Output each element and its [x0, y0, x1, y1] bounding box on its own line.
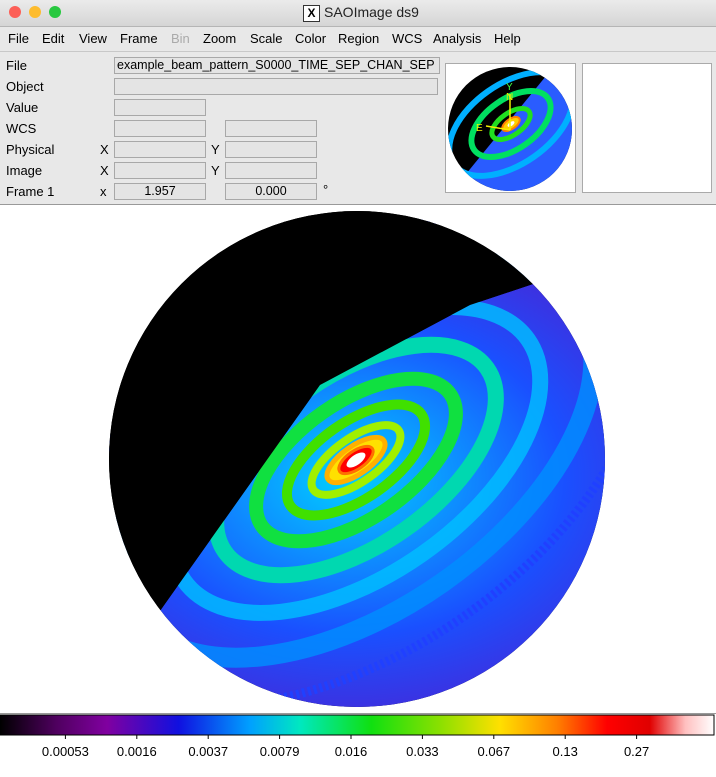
- menu-item[interactable]: Bin: [171, 31, 190, 46]
- label: Frame 1: [6, 184, 55, 199]
- physical-y-field: [225, 141, 317, 158]
- beam-image: [109, 211, 605, 707]
- colorbar-label: 0.033: [406, 744, 439, 759]
- image-x-field: [114, 162, 206, 179]
- colorbar-label: 0.27: [624, 744, 649, 759]
- menu-item[interactable]: Scale: [250, 31, 283, 46]
- object-field: [114, 78, 438, 95]
- value-field: [114, 99, 206, 116]
- minimize-button[interactable]: [29, 6, 41, 18]
- colorbar-label: 0.0079: [260, 744, 300, 759]
- x-icon: X: [303, 5, 320, 22]
- menu-item[interactable]: Edit: [42, 31, 65, 46]
- colorbar-label: 0.067: [478, 744, 511, 759]
- colorbar-panel: 0.00053 0.0016 0.0037 0.0079 0.016 0.033 0.067…: [0, 713, 716, 774]
- colorbar-label: 0.0037: [188, 744, 228, 759]
- panner-image: Y N E: [448, 67, 572, 191]
- menu-item[interactable]: Help: [494, 31, 521, 46]
- colorbar-label: 0.0016: [117, 744, 157, 759]
- axis-label: X: [100, 163, 109, 178]
- wcs-field: [114, 120, 206, 137]
- colorbar-label: 0.016: [335, 744, 368, 759]
- zoom-button[interactable]: [49, 6, 61, 18]
- menu-item[interactable]: Color: [295, 31, 327, 46]
- close-button[interactable]: [9, 6, 21, 18]
- label: WCS: [6, 121, 37, 136]
- menu-item[interactable]: WCS: [392, 31, 423, 46]
- label: File: [6, 58, 27, 73]
- axis-label: Y: [211, 142, 220, 157]
- label: Physical: [6, 142, 55, 157]
- title-bar: X SAOImage ds9: [0, 0, 716, 27]
- colorbar-label: 0.13: [553, 744, 578, 759]
- panner[interactable]: Y N E: [445, 63, 576, 193]
- frame-x-field: 1.957: [114, 183, 206, 200]
- unit: °: [323, 182, 329, 197]
- info-panel: File example_beam_pattern_S0000_TIME_SEP…: [0, 52, 716, 205]
- menu-item[interactable]: Zoom: [203, 31, 237, 46]
- compass-label: Y: [506, 82, 513, 93]
- menu-item[interactable]: File: [8, 31, 29, 46]
- colorbar: 0.00053 0.0016 0.0037 0.0079 0.016 0.033 0.067…: [0, 714, 715, 759]
- colorbar-label: 0.00053: [42, 744, 89, 759]
- window-title: SAOImage ds9: [324, 4, 419, 20]
- label: Object: [6, 79, 44, 94]
- label: Value: [6, 100, 39, 115]
- image-y-field: [225, 162, 317, 179]
- menu-bar: File Edit View Frame Bin Zoom Scale Color Region…: [0, 27, 716, 52]
- axis-label: Y: [211, 163, 220, 178]
- menu-item[interactable]: Region: [338, 31, 380, 46]
- physical-x-field: [114, 141, 206, 158]
- label: Image: [6, 163, 43, 178]
- menu-item[interactable]: Frame: [120, 31, 158, 46]
- menu-item[interactable]: Analysis: [433, 31, 482, 46]
- magnifier: [582, 63, 712, 193]
- menu-item[interactable]: View: [79, 31, 107, 46]
- image-frame[interactable]: [0, 205, 716, 713]
- axis-label: x: [100, 184, 107, 199]
- frame-y-field: 0.000: [225, 183, 317, 200]
- axis-label: X: [100, 142, 109, 157]
- file-field: example_beam_pattern_S0000_TIME_SEP_CHAN…: [114, 57, 440, 74]
- compass-label: E: [476, 123, 483, 134]
- wcs-field: [225, 120, 317, 137]
- compass-label: N: [506, 92, 513, 103]
